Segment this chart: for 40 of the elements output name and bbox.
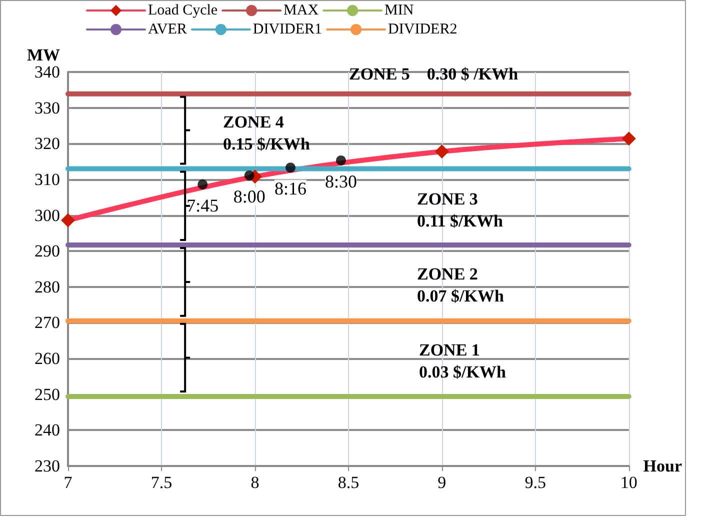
x-tick-label: 9 [438, 473, 446, 492]
x-tick-label: 7 [64, 473, 73, 492]
annotation: 7:45 [186, 195, 219, 216]
x-tick-label: 8.5 [338, 473, 360, 492]
y-tick-label: 230 [34, 456, 60, 476]
y-tick-label: 290 [34, 242, 60, 261]
x-axis-title: Hour [643, 456, 682, 476]
annotation: ZONE 2 0.07 $/KWh [417, 264, 504, 306]
legend-label: MIN [384, 2, 414, 18]
y-tick-label: 250 [34, 384, 60, 404]
y-tick-label: 300 [34, 206, 60, 225]
y-tick-label: 330 [34, 98, 60, 118]
y-tick-label: 280 [34, 277, 60, 296]
point [198, 179, 208, 190]
y-tick-label: 320 [34, 134, 60, 154]
legend-label: MAX [284, 2, 319, 18]
legend-label: DIVIDER1 [252, 22, 322, 38]
annotation: ZONE 4 0.15 $/KWh [223, 112, 310, 154]
x-tick-label: 7.5 [150, 473, 172, 492]
legend-label: AVER [148, 22, 187, 38]
y-tick-label: 240 [34, 420, 60, 440]
annotation: ZONE 1 0.03 $/KWh [419, 340, 506, 382]
legend-label: Load Cycle [148, 2, 218, 18]
annotation: ZONE 5 0.30 $ /KWh [349, 64, 519, 84]
x-tick-label: 8 [250, 473, 260, 492]
point [336, 155, 346, 166]
legend-label: DIVIDER2 [388, 22, 458, 38]
y-tick-label: 270 [34, 313, 60, 332]
y-tick-label: 260 [34, 349, 60, 368]
y-tick-label: 310 [34, 170, 60, 189]
y-tick-label: 340 [34, 62, 60, 82]
y-axis-title: MW [26, 46, 60, 65]
annotation: 8:30 [324, 171, 357, 192]
point [285, 162, 296, 173]
x-tick-label: 9.5 [524, 473, 546, 492]
x-tick-label: 10 [620, 473, 638, 492]
annotation: 8:16 [274, 178, 306, 199]
annotation: ZONE 3 0.11 $/KWh [417, 190, 504, 230]
annotation: 8:00 [233, 186, 266, 207]
point [244, 170, 254, 181]
